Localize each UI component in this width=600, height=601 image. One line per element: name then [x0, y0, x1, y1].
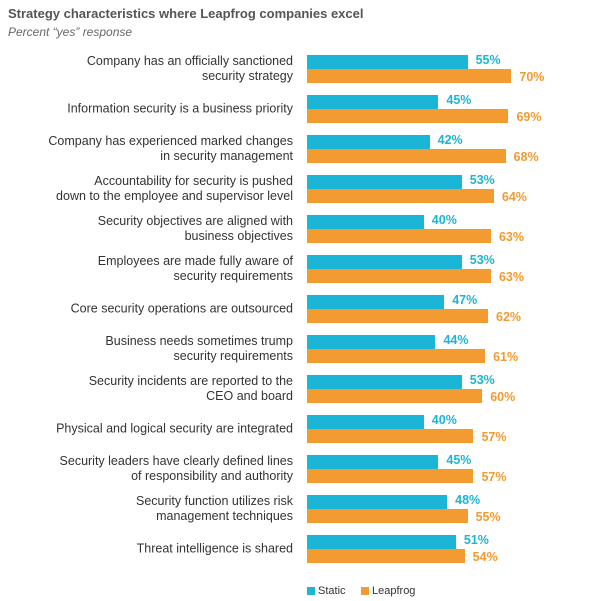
bar: [307, 549, 465, 563]
category-label: Business needs sometimes trump security …: [105, 334, 293, 363]
value-label: 69%: [516, 110, 542, 124]
value-label: 63%: [498, 230, 524, 244]
legend-swatch: [361, 587, 369, 595]
category-label: Security leaders have clearly defined li…: [59, 454, 293, 483]
bar: [307, 295, 445, 309]
bar: [307, 335, 436, 349]
chart-subtitle: Percent “yes” response: [8, 25, 133, 39]
value-label: 53%: [469, 173, 495, 187]
chart-title: Strategy characteristics where Leapfrog …: [8, 6, 364, 21]
legend-label: Static: [318, 585, 346, 597]
value-label: 57%: [481, 430, 507, 444]
category-label: Physical and logical security are integr…: [56, 421, 293, 436]
bar: [307, 95, 439, 109]
bar: [307, 255, 462, 269]
bar: [307, 429, 474, 443]
value-label: 61%: [493, 350, 519, 364]
value-label: 47%: [452, 293, 478, 307]
bar: [307, 469, 474, 483]
category-label: Accountability for security is pushed do…: [56, 174, 293, 203]
value-label: 70%: [519, 70, 545, 84]
category-label: Security incidents are reported to the C…: [88, 374, 293, 403]
value-label: 62%: [496, 310, 522, 324]
value-label: 63%: [498, 270, 524, 284]
value-label: 51%: [463, 533, 489, 547]
category-label: Threat intelligence is shared: [136, 541, 293, 556]
value-label: 68%: [513, 150, 539, 164]
bar: [307, 509, 468, 523]
value-label: 55%: [475, 53, 501, 67]
bar: [307, 455, 439, 469]
bar: [307, 229, 491, 243]
value-label: 57%: [481, 470, 507, 484]
bar: [307, 69, 512, 83]
bar: [307, 309, 489, 323]
bar: [307, 135, 430, 149]
value-label: 40%: [431, 213, 457, 227]
category-label: Core security operations are outsourced: [70, 301, 293, 316]
category-label: Employees are made fully aware of securi…: [97, 254, 293, 283]
bar: [307, 495, 448, 509]
value-label: 53%: [469, 373, 495, 387]
bar: [307, 175, 462, 189]
value-label: 53%: [469, 253, 495, 267]
category-label: Company has an officially sanctioned sec…: [86, 54, 293, 83]
bar: [307, 349, 486, 363]
value-label: 44%: [443, 333, 469, 347]
bar: [307, 189, 494, 203]
category-label: Security function utilizes risk manageme…: [135, 494, 293, 523]
value-label: 54%: [472, 550, 498, 564]
legend-label: Leapfrog: [372, 585, 416, 597]
value-label: 45%: [446, 93, 472, 107]
bar: [307, 55, 468, 69]
bar: [307, 149, 506, 163]
value-label: 45%: [446, 453, 472, 467]
value-label: 64%: [501, 190, 527, 204]
bar: [307, 269, 491, 283]
bar: [307, 415, 424, 429]
value-label: 40%: [431, 413, 457, 427]
category-label: Company has experienced marked changes i…: [48, 134, 293, 163]
bar: [307, 389, 483, 403]
bar: [307, 535, 456, 549]
category-label: Information security is a business prior…: [67, 101, 293, 116]
bar: [307, 109, 509, 123]
legend-swatch: [307, 587, 315, 595]
value-label: 48%: [455, 493, 481, 507]
value-label: 60%: [490, 390, 516, 404]
category-label: Security objectives are aligned with bus…: [97, 214, 293, 243]
bar: [307, 215, 424, 229]
value-label: 55%: [475, 510, 501, 524]
value-label: 42%: [437, 133, 463, 147]
bar: [307, 375, 462, 389]
